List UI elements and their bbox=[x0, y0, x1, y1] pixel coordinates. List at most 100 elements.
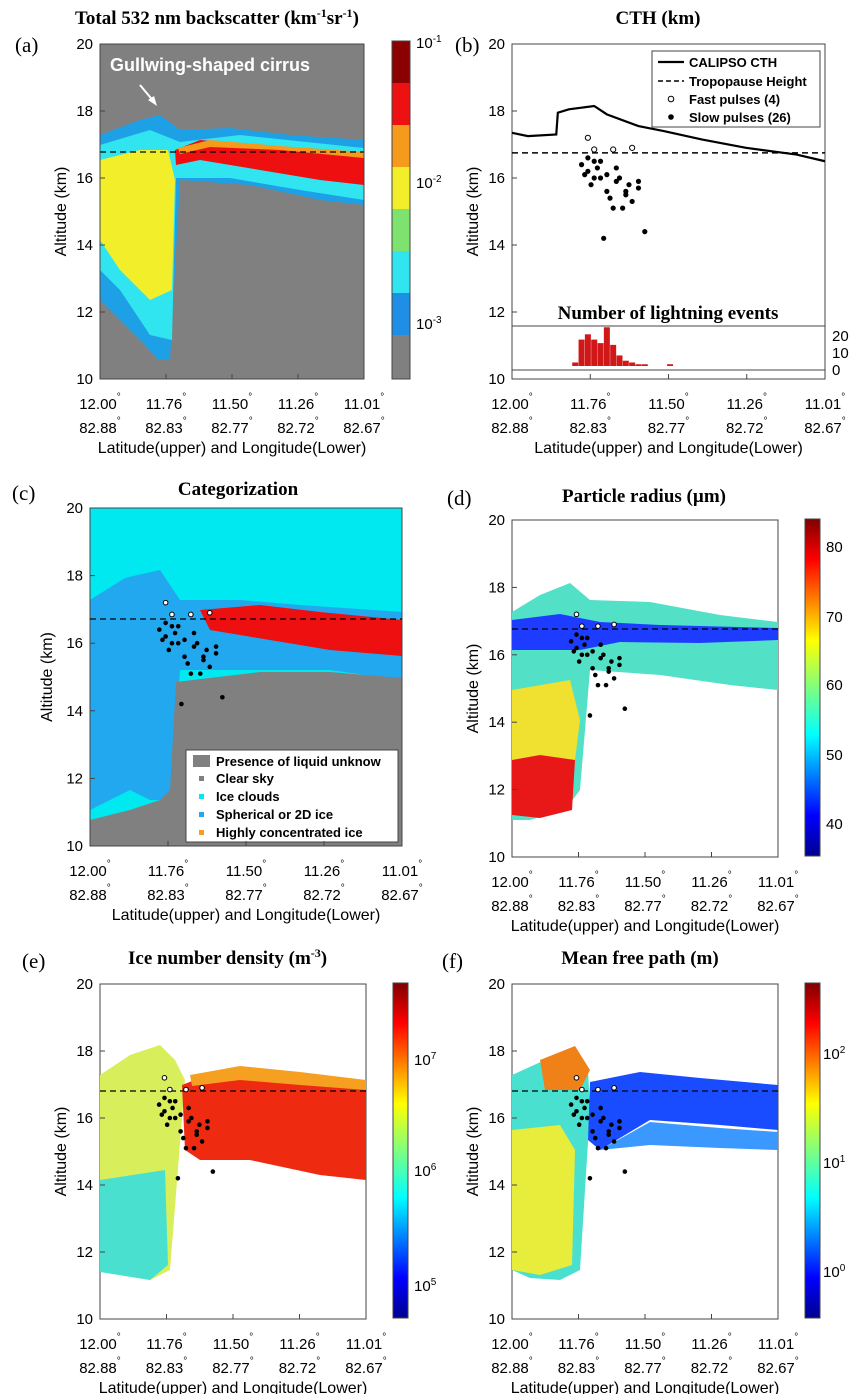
x-tick-label-lat: 11.26° bbox=[691, 1332, 731, 1353]
radius-field-red bbox=[512, 755, 575, 818]
y-axis-label: Altitude (km) bbox=[465, 644, 482, 734]
panel-c-title: Categorization bbox=[178, 479, 299, 500]
slow-pulse-point bbox=[582, 172, 588, 178]
y-tick-label: 18 bbox=[488, 1043, 505, 1060]
panel-c-legend: Presence of liquid unknow Clear sky Ice … bbox=[185, 749, 399, 843]
x-tick-label-lon: 82.67° bbox=[757, 1356, 799, 1377]
legend-spherical-swatch bbox=[199, 812, 204, 817]
slow-pulse-point bbox=[201, 654, 206, 660]
y-tick-label: 12 bbox=[76, 304, 93, 321]
panel-a-letter: (a) bbox=[15, 33, 38, 57]
y-tick-label: 18 bbox=[488, 103, 505, 120]
colorbar-a-seg bbox=[392, 251, 410, 293]
inset-tick-label: 0 bbox=[832, 362, 840, 379]
slow-pulse-point bbox=[204, 647, 209, 653]
slow-pulse-point bbox=[587, 1176, 593, 1181]
slow-pulse-point bbox=[194, 1132, 200, 1138]
inset-title: Number of lightning events bbox=[558, 303, 779, 324]
panel-d-letter: (d) bbox=[447, 486, 472, 510]
x-tick-label-lat: 12.00° bbox=[79, 1332, 121, 1353]
slow-pulse-point bbox=[568, 639, 574, 644]
slow-pulse-point bbox=[194, 1129, 200, 1134]
x-axis-label: Latitude(upper) and Longitude(Lower) bbox=[112, 907, 381, 924]
panel-d: (d) Particle radius (µm) 80 70 60 50 40 … bbox=[447, 486, 843, 858]
x-tick-label-lat: 11.76° bbox=[570, 392, 610, 413]
x-tick-label-lat: 11.26° bbox=[727, 392, 767, 413]
slow-pulse-point bbox=[191, 630, 197, 636]
x-tick-label-lat: 11.50° bbox=[625, 1332, 665, 1353]
mfp-field-lightblue bbox=[600, 1122, 778, 1150]
slow-pulse-point bbox=[585, 168, 591, 174]
x-tick-label-lat: 11.50° bbox=[625, 870, 665, 891]
x-axis-label: Latitude(upper) and Longitude(Lower) bbox=[511, 1380, 780, 1394]
colorbar-f bbox=[804, 982, 821, 1319]
x-tick-label-lat: 12.00° bbox=[491, 392, 533, 413]
panel-f-letter: (f) bbox=[442, 949, 463, 973]
y-tick-label: 14 bbox=[488, 237, 505, 254]
generated-axes: 10 12 14 16 18 20 Altitude (km) 12.00° 82.88° 11.… bbox=[39, 36, 846, 1394]
x-tick-label-lat: 11.76° bbox=[146, 392, 186, 413]
x-tick-label-lon: 82.88° bbox=[79, 1356, 121, 1377]
legend-cth-label: CALIPSO CTH bbox=[689, 55, 777, 70]
panel-b-inset: Number of lightning events 20 10 0 bbox=[511, 303, 849, 379]
slow-pulse-point bbox=[587, 713, 593, 718]
slow-pulse-point bbox=[598, 642, 603, 647]
slow-pulse-point bbox=[598, 1105, 603, 1111]
panel-b-title: CTH (km) bbox=[616, 8, 701, 29]
y-tick-label: 14 bbox=[488, 714, 505, 731]
slow-pulse-point bbox=[635, 178, 642, 184]
x-tick-label-lon: 82.77° bbox=[624, 1356, 666, 1377]
x-tick-label-lat: 11.50° bbox=[226, 859, 266, 880]
x-tick-label-lon: 82.88° bbox=[491, 894, 533, 915]
x-tick-label-lon: 82.83° bbox=[145, 416, 187, 437]
slow-pulse-point bbox=[167, 1115, 173, 1121]
slow-pulse-point bbox=[623, 188, 629, 194]
slow-pulse-point bbox=[213, 651, 219, 656]
colorbar-a-label: 10-1 bbox=[416, 34, 442, 52]
panel-a-title: Total 532 nm backscatter (km-1sr-1) bbox=[75, 6, 359, 29]
colorbar-e bbox=[392, 982, 409, 1319]
slow-pulse-point bbox=[622, 706, 628, 712]
slow-pulse-point bbox=[604, 188, 610, 194]
y-tick-label: 10 bbox=[488, 849, 505, 866]
colorbar-e-label: 105 bbox=[414, 1277, 437, 1295]
slow-pulse-point bbox=[197, 1122, 202, 1127]
y-tick-label: 12 bbox=[66, 770, 83, 787]
slow-pulse-point bbox=[617, 662, 622, 668]
slow-pulse-point bbox=[182, 654, 187, 660]
slow-pulse-point bbox=[584, 1115, 590, 1121]
slow-pulse-point bbox=[167, 1098, 173, 1104]
colorbar-a-label: 10-3 bbox=[416, 315, 442, 333]
inset-tick-label: 20 bbox=[832, 328, 849, 345]
slow-pulse-point bbox=[170, 1105, 175, 1111]
slow-pulse-point bbox=[574, 632, 579, 637]
legend-tropopause-label: Tropopause Height bbox=[689, 74, 807, 89]
colorbar-f-label: 100 bbox=[823, 1263, 846, 1281]
slow-pulse-point bbox=[588, 182, 594, 188]
slow-pulse-point bbox=[185, 661, 190, 666]
x-tick-label-lon: 82.83° bbox=[558, 1356, 600, 1377]
slow-pulse-point bbox=[584, 635, 590, 641]
slow-pulse-point bbox=[172, 1115, 178, 1121]
legend-liquid-swatch bbox=[193, 755, 210, 767]
y-tick-label: 10 bbox=[488, 1311, 505, 1328]
lightning-bar bbox=[603, 327, 610, 366]
slow-pulse-point bbox=[188, 671, 194, 676]
slow-pulse-point bbox=[601, 652, 606, 658]
annotation-arrowhead bbox=[148, 96, 157, 106]
lightning-bar bbox=[597, 343, 604, 366]
lightning-bar bbox=[610, 344, 617, 366]
colorbar-e-label: 106 bbox=[414, 1162, 437, 1180]
slow-pulse-point bbox=[205, 1119, 210, 1124]
slow-pulse-point bbox=[642, 229, 648, 235]
slow-pulse-point bbox=[199, 1139, 205, 1144]
cloud-layer-yellow bbox=[100, 150, 175, 300]
x-tick-label-lon: 82.67° bbox=[804, 416, 846, 437]
legend-ice-label: Ice clouds bbox=[216, 789, 280, 804]
x-axis-label: Latitude(upper) and Longitude(Lower) bbox=[511, 918, 780, 935]
slow-pulse-point bbox=[606, 669, 612, 674]
slow-pulse-point bbox=[609, 659, 614, 664]
slow-pulse-point bbox=[169, 624, 175, 629]
colorbar-a-seg bbox=[392, 41, 410, 83]
slow-pulse-point bbox=[220, 694, 225, 700]
